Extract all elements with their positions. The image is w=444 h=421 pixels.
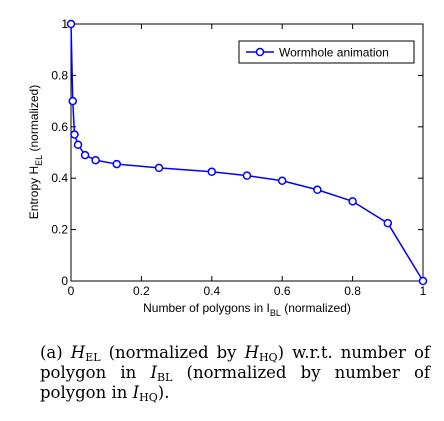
y-axis-label-sub: EL	[34, 155, 44, 166]
x-axis-label: Number of polygons in IBL (normalized)	[143, 301, 351, 318]
series-group	[66, 19, 428, 286]
legend-marker	[255, 47, 265, 57]
data-point	[73, 140, 83, 150]
caption-h-el: HEL	[70, 343, 101, 364]
y-tick-label: 0.8	[51, 68, 68, 82]
caption-text-2: ) w.r.t. number of polygon in	[40, 343, 431, 382]
caption-text-1: (normalized by	[100, 343, 245, 362]
x-axis-label-sub: BL	[270, 308, 281, 318]
data-point	[207, 167, 217, 177]
legend-label: Wormhole animation	[279, 46, 389, 60]
y-tick-label: 1	[61, 17, 68, 31]
line-chart: 0 0.2 0.4 0.6 0.8 1 0 0.2 0.4 0.6 0.8 1 Wormhole an…	[27, 17, 428, 318]
caption-i-hq: IHQ	[132, 383, 158, 404]
x-tick-label: 0.4	[203, 284, 220, 298]
caption-label: (a)	[40, 343, 71, 362]
caption-text-3: (normalized by number of polygon in	[40, 363, 430, 402]
caption-text-4: ).	[157, 383, 170, 402]
y-tick-label: 0.4	[51, 171, 68, 185]
caption-h-hq: HHQ	[244, 343, 278, 364]
figure-caption: (a) HEL (normalized by HHQ) w.r.t. numbe…	[40, 343, 430, 403]
legend: Wormhole animation	[238, 40, 415, 64]
data-point	[80, 150, 90, 160]
x-axis-label-prefix: Number of polygons in I	[143, 301, 270, 315]
x-tick-label: 0	[68, 284, 75, 298]
x-axis-label-suffix: (normalized)	[281, 301, 351, 315]
axis-ticks	[70, 23, 424, 282]
x-tick-label: 0.6	[274, 284, 291, 298]
data-point	[91, 155, 100, 165]
y-tick-label: 0	[61, 274, 68, 288]
data-point	[313, 185, 322, 195]
y-tick-label: 0.6	[51, 120, 68, 134]
data-point	[68, 96, 78, 106]
axis-tick-labels: 0 0.2 0.4 0.6 0.8 1 0 0.2 0.4 0.6 0.8 1	[51, 17, 426, 298]
data-point	[70, 130, 79, 139]
x-tick-label: 1	[420, 284, 427, 298]
x-tick-label: 0.2	[133, 284, 150, 298]
data-point	[242, 171, 252, 180]
data-point	[66, 19, 76, 29]
data-point	[383, 218, 393, 228]
y-tick-label: 0.2	[51, 223, 68, 237]
data-point	[112, 159, 122, 169]
y-axis-label: Entropy HEL (normalized)	[27, 85, 44, 219]
data-point	[277, 176, 287, 186]
caption-i-bl: IBL	[150, 363, 173, 384]
data-point	[348, 197, 357, 206]
y-axis-label-suffix: (normalized)	[27, 85, 41, 155]
x-tick-label: 0.8	[344, 284, 361, 298]
legend-box	[238, 40, 415, 64]
data-point	[418, 276, 428, 286]
data-point	[154, 163, 164, 173]
y-axis-label-prefix: Entropy H	[27, 166, 41, 219]
plot-frame	[70, 23, 424, 282]
